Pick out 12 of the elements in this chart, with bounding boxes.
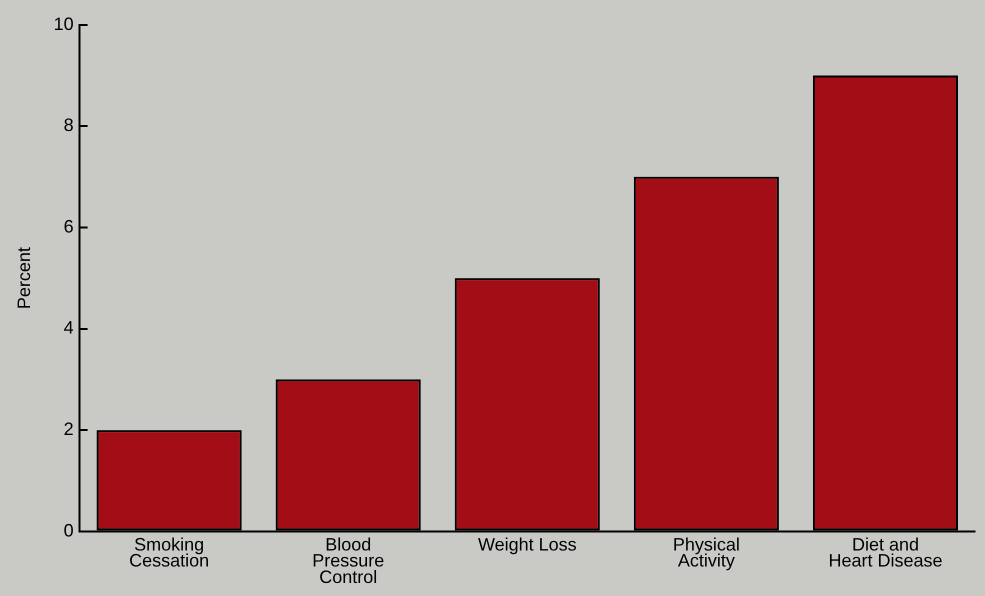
y-tick-label: 4 [64,318,74,338]
x-tick-label: Smoking Cessation [129,534,210,571]
x-tick-label: Blood Pressure Control [312,534,384,587]
y-tick-label: 2 [64,419,74,440]
y-tick-label: 8 [64,115,74,136]
x-tick-label: Diet and Heart Disease [828,534,942,571]
x-tick-label: Physical Activity [672,534,740,571]
y-tick-label: 6 [64,216,74,236]
y-axis-title: Percent [14,247,34,310]
y-tick-label: 10 [54,14,74,34]
y-tick-label: 0 [64,520,74,540]
x-tick-label: Weight Loss [478,534,577,554]
